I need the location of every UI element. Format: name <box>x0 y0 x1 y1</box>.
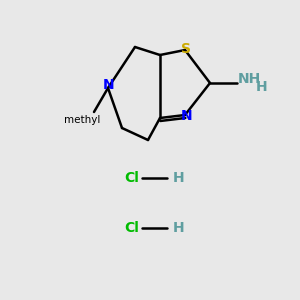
Text: H: H <box>256 80 268 94</box>
Text: Cl: Cl <box>124 221 140 235</box>
Text: NH: NH <box>237 72 261 86</box>
Text: S: S <box>181 42 191 56</box>
Text: methyl: methyl <box>64 115 100 125</box>
Text: Cl: Cl <box>124 171 140 185</box>
Text: H: H <box>173 171 185 185</box>
Text: H: H <box>173 221 185 235</box>
Text: N: N <box>181 109 193 123</box>
Text: N: N <box>103 78 115 92</box>
